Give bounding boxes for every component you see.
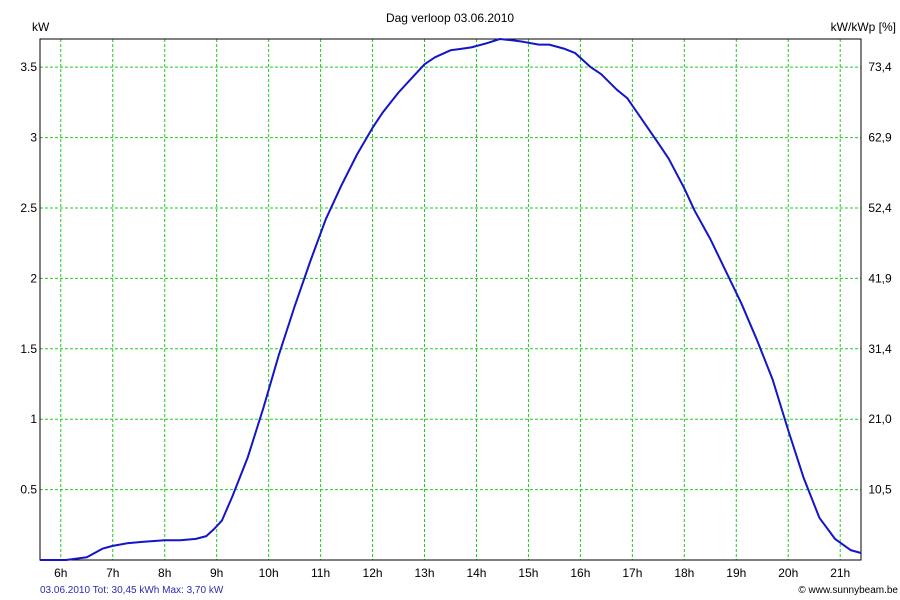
y-left-tick-label: 2 xyxy=(30,271,37,285)
y-left-tick-labels: 0.5 1 1.5 2 2.5 3 3.5 xyxy=(20,60,37,496)
x-tick-label: 7h xyxy=(106,566,119,580)
y-left-tick-label: 0.5 xyxy=(20,483,37,497)
y-left-tick-label: 1 xyxy=(30,412,37,426)
x-tick-label: 6h xyxy=(54,566,67,580)
y-right-tick-label: 73,4 xyxy=(868,60,892,74)
y-left-tick-label: 3 xyxy=(30,131,37,145)
power-series-line xyxy=(40,38,862,561)
y-right-tick-label: 62,9 xyxy=(868,131,892,145)
x-tick-label: 20h xyxy=(778,566,798,580)
y-right-tick-labels: 10,5 21,0 31,4 41,9 52,4 62,9 73,4 xyxy=(868,60,892,496)
y-left-tick-label: 3.5 xyxy=(20,60,37,74)
x-tick-labels: 6h 7h 8h 9h 10h 11h 12h 13h 14h 15h 16h 17h 18h 19h 20… xyxy=(54,566,850,580)
footer-summary: 03.06.2010 Tot: 30,45 kWh Max: 3,70 kW xyxy=(40,585,224,596)
y-right-tick-label: 21,0 xyxy=(868,412,892,426)
x-tick-label: 8h xyxy=(158,566,171,580)
plot-frame xyxy=(39,38,862,561)
y-left-tick-label: 1.5 xyxy=(20,342,37,356)
plot-area xyxy=(40,39,861,560)
x-tick-label: 13h xyxy=(415,566,435,580)
x-tick-label: 18h xyxy=(674,566,694,580)
chart-title: Dag verloop 03.06.2010 xyxy=(386,11,514,25)
x-tick-label: 15h xyxy=(518,566,538,580)
y-right-tick-label: 52,4 xyxy=(868,201,892,215)
y-right-tick-label: 31,4 xyxy=(868,342,892,356)
footer-copyright: © www.sunnybeam.be xyxy=(798,585,898,596)
x-tick-label: 19h xyxy=(726,566,746,580)
x-tick-label: 9h xyxy=(210,566,223,580)
chart-marks xyxy=(40,38,862,561)
x-tick-label: 21h xyxy=(830,566,850,580)
y-axis-right-label: kW/kWp [%] xyxy=(831,20,896,34)
y-right-tick-label: 41,9 xyxy=(868,271,892,285)
y-axis-left-label: kW xyxy=(32,20,50,34)
x-tick-label: 14h xyxy=(466,566,486,580)
x-tick-label: 16h xyxy=(570,566,590,580)
grid-lines xyxy=(40,39,861,560)
x-tick-label: 17h xyxy=(622,566,642,580)
x-tick-label: 11h xyxy=(311,566,330,580)
y-left-tick-label: 2.5 xyxy=(20,201,37,215)
x-tick-label: 10h xyxy=(259,566,279,580)
x-tick-label: 12h xyxy=(363,566,383,580)
y-right-tick-label: 10,5 xyxy=(868,483,892,497)
